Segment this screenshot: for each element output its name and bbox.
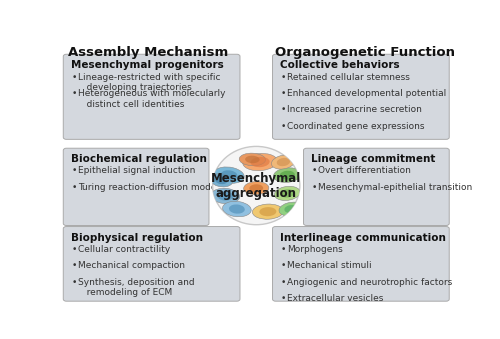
Ellipse shape: [276, 158, 290, 166]
Ellipse shape: [222, 201, 251, 217]
Ellipse shape: [244, 182, 269, 195]
Text: •: •: [281, 261, 286, 270]
Text: •: •: [72, 261, 77, 270]
Text: •: •: [72, 245, 77, 254]
Ellipse shape: [210, 174, 233, 187]
Text: Coordinated gene expressions: Coordinated gene expressions: [287, 122, 425, 131]
Text: Retained cellular stemness: Retained cellular stemness: [287, 73, 410, 81]
Ellipse shape: [250, 184, 263, 192]
Ellipse shape: [243, 154, 278, 171]
Text: •: •: [281, 105, 286, 115]
Text: Biophysical regulation: Biophysical regulation: [71, 233, 203, 242]
Text: Overt differentiation: Overt differentiation: [318, 166, 411, 176]
Text: Epithelial signal induction: Epithelial signal induction: [78, 166, 196, 176]
Text: Mechanical stimuli: Mechanical stimuli: [287, 261, 372, 270]
Text: •: •: [281, 89, 286, 98]
FancyBboxPatch shape: [272, 54, 449, 139]
Ellipse shape: [245, 156, 260, 163]
Ellipse shape: [250, 157, 270, 167]
FancyBboxPatch shape: [64, 148, 209, 225]
Text: •: •: [312, 166, 318, 176]
Text: Enhanced developmental potential: Enhanced developmental potential: [287, 89, 446, 98]
Ellipse shape: [229, 204, 245, 214]
Text: Lineage-restricted with specific
   developing trajectories: Lineage-restricted with specific develop…: [78, 73, 221, 92]
Ellipse shape: [211, 188, 240, 204]
Text: Interlineage communication: Interlineage communication: [280, 233, 446, 242]
Text: Lineage commitment: Lineage commitment: [312, 154, 436, 164]
Ellipse shape: [239, 153, 266, 166]
Text: Mechanical compaction: Mechanical compaction: [78, 261, 185, 270]
Ellipse shape: [221, 170, 238, 180]
Text: •: •: [72, 183, 77, 192]
Text: Mesenchymal
aggregation: Mesenchymal aggregation: [211, 172, 302, 200]
Ellipse shape: [280, 189, 294, 198]
Text: Biochemical regulation: Biochemical regulation: [71, 154, 207, 164]
Ellipse shape: [272, 155, 295, 169]
Text: Mesenchymal progenitors: Mesenchymal progenitors: [71, 60, 224, 70]
Text: •: •: [281, 122, 286, 131]
Text: Morphogens: Morphogens: [287, 245, 343, 254]
Ellipse shape: [280, 171, 295, 179]
Ellipse shape: [212, 146, 300, 225]
Text: •: •: [281, 73, 286, 81]
Ellipse shape: [279, 202, 303, 216]
Ellipse shape: [215, 177, 228, 184]
Text: Extracellular vesicles: Extracellular vesicles: [287, 294, 384, 303]
Text: •: •: [72, 166, 77, 176]
Text: •: •: [312, 183, 318, 192]
Text: Heterogeneous with molecularly
   distinct cell identities: Heterogeneous with molecularly distinct …: [78, 89, 226, 109]
Text: Turing reaction-diffusion model: Turing reaction-diffusion model: [78, 183, 219, 192]
Ellipse shape: [274, 168, 301, 182]
Text: •: •: [281, 245, 286, 254]
Ellipse shape: [214, 167, 244, 183]
Text: Increased paracrine secretion: Increased paracrine secretion: [287, 105, 422, 115]
Text: •: •: [281, 294, 286, 303]
Text: •: •: [72, 89, 77, 98]
FancyBboxPatch shape: [272, 226, 449, 301]
Text: Assembly Mechanism: Assembly Mechanism: [68, 46, 228, 59]
Ellipse shape: [284, 205, 298, 213]
FancyBboxPatch shape: [304, 148, 449, 225]
Text: Cellular contractility: Cellular contractility: [78, 245, 170, 254]
Text: •: •: [281, 278, 286, 287]
Text: •: •: [72, 278, 77, 287]
Text: Mesenchymal-epithelial transition: Mesenchymal-epithelial transition: [318, 183, 472, 192]
Ellipse shape: [260, 207, 276, 216]
Text: •: •: [72, 73, 77, 81]
Ellipse shape: [252, 204, 284, 219]
Ellipse shape: [274, 186, 300, 200]
Text: Angiogenic and neurotrophic factors: Angiogenic and neurotrophic factors: [287, 278, 452, 287]
FancyBboxPatch shape: [64, 226, 240, 301]
Text: Synthesis, deposition and
   remodeling of ECM: Synthesis, deposition and remodeling of …: [78, 278, 194, 297]
Text: Collective behaviors: Collective behaviors: [280, 60, 400, 70]
Ellipse shape: [218, 192, 233, 201]
Text: Organogenetic Function: Organogenetic Function: [275, 46, 455, 59]
FancyBboxPatch shape: [64, 54, 240, 139]
